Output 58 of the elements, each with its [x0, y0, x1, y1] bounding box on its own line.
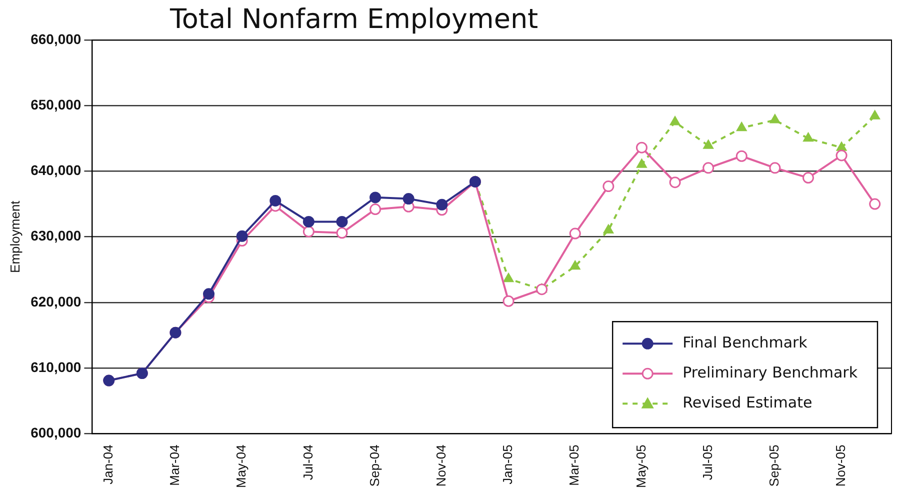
point [402, 193, 414, 205]
point [702, 162, 714, 174]
x-tick-label: Jan-04 [100, 444, 116, 484]
point [770, 114, 780, 124]
point [336, 216, 348, 228]
x-tick-label: Sep-04 [366, 444, 382, 487]
point [436, 198, 448, 210]
point [203, 288, 215, 300]
x-tick-label: Jan-05 [500, 444, 516, 484]
point [536, 284, 548, 296]
point [703, 140, 714, 149]
point [236, 230, 248, 242]
point [502, 295, 514, 307]
y-tick-label: 600,000 [30, 424, 82, 441]
point [370, 204, 382, 216]
point [302, 216, 314, 228]
point [669, 176, 681, 188]
point [836, 150, 848, 162]
point [870, 110, 880, 120]
point [570, 260, 580, 270]
x-tick-label: Mar-04 [167, 444, 182, 486]
point [602, 180, 614, 192]
point [802, 172, 814, 184]
x-tick-label: Nov-04 [433, 444, 448, 487]
point [636, 158, 647, 168]
point [836, 142, 847, 151]
point [670, 116, 680, 126]
point [603, 224, 614, 234]
legend-label: Revised Estimate [682, 394, 812, 412]
point [302, 226, 314, 238]
point [736, 150, 748, 162]
chart-title: Total Nonfarm Employment [170, 4, 538, 35]
point [370, 192, 382, 204]
y-tick-label: 630,000 [30, 228, 82, 244]
y-tick-label: 650,000 [30, 96, 82, 112]
y-tick-label: 660,000 [30, 30, 82, 47]
point [336, 227, 348, 239]
legend-label: Final Benchmark [682, 334, 808, 352]
x-tick-label: Sep-05 [766, 444, 782, 487]
point [636, 142, 648, 154]
x-tick-label: May-04 [234, 444, 249, 488]
point [569, 228, 581, 240]
y-tick-label: 640,000 [30, 162, 82, 178]
point [503, 273, 514, 282]
point [869, 198, 881, 210]
y-tick-label: 610,000 [30, 358, 82, 375]
x-tick-label: Nov-05 [833, 444, 848, 487]
x-tick-label: May-05 [633, 444, 648, 488]
point [736, 122, 747, 132]
y-tick-label: 620,000 [30, 293, 82, 310]
point [270, 194, 282, 206]
x-tick-label: Jul-04 [300, 444, 316, 480]
point [769, 162, 781, 174]
x-tick-label: Jul-05 [700, 444, 715, 480]
y-axis-title: Employment [7, 200, 22, 273]
x-tick-label: Mar-05 [566, 444, 582, 486]
legend-label: Preliminary Benchmark [682, 364, 858, 382]
point [803, 132, 814, 142]
